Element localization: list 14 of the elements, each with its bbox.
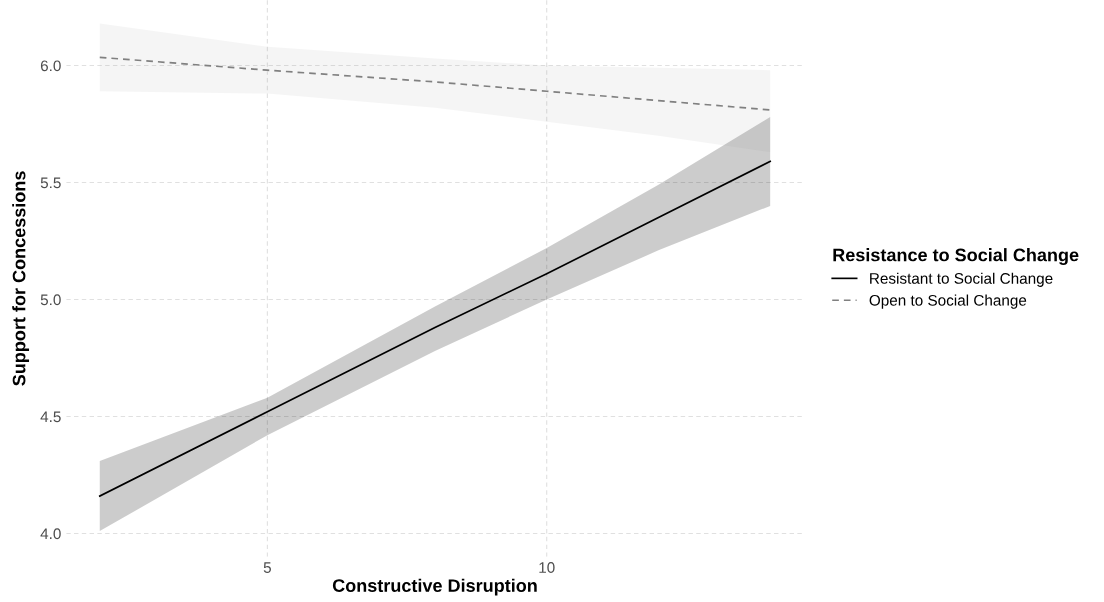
y-tick-label: 5.5: [40, 177, 61, 189]
legend-title: Resistance to Social Change: [833, 248, 1079, 265]
line-series: [98, 160, 772, 497]
y-tick-label: 4.5: [40, 411, 61, 423]
line-series: [98, 56, 772, 111]
x-tick-label: 10: [539, 562, 555, 573]
y-tick-label: 6.0: [40, 60, 61, 72]
y-tick-label: 4.0: [40, 528, 61, 540]
x-tick-label: 5: [263, 562, 271, 573]
y-axis-title: Support for Concessions: [12, 171, 30, 386]
legend-label: Open to Social Change: [869, 294, 1027, 309]
legend-label: Resistant to Social Change: [870, 272, 1053, 287]
y-tick-label: 5.0: [40, 294, 61, 306]
x-axis-title: Constructive Disruption: [332, 578, 537, 596]
